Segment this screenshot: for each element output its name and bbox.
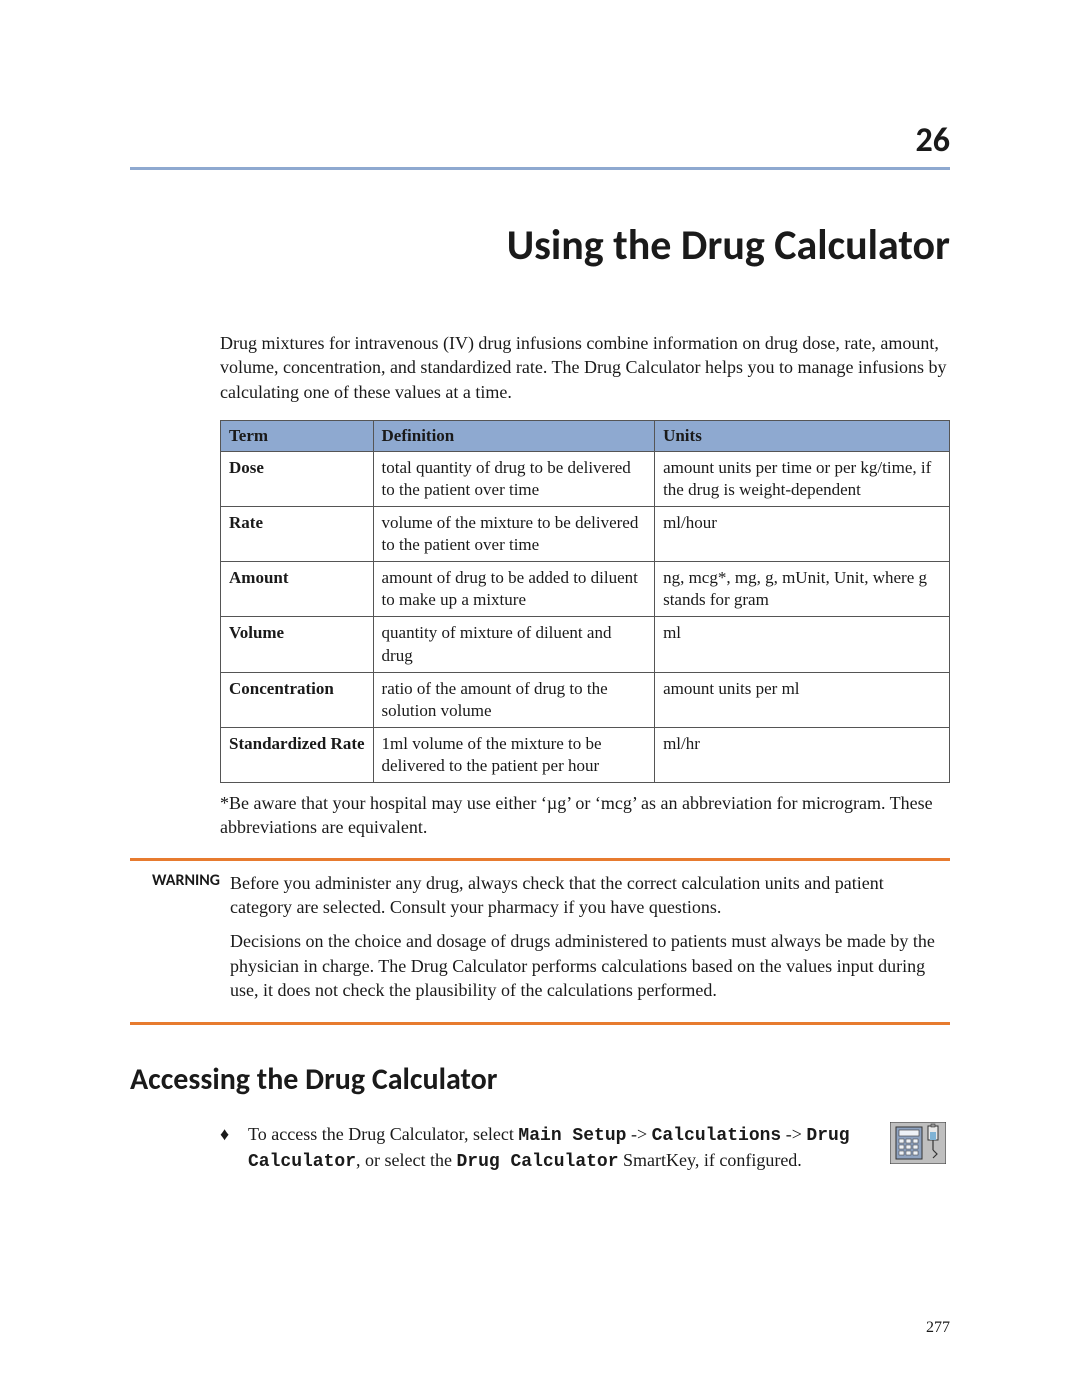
bullet-diamond-icon: ♦ [220, 1122, 248, 1146]
cell-units: ml/hr [655, 727, 950, 782]
footnote: *Be aware that your hospital may use eit… [220, 791, 950, 840]
warning-label: WARNING [130, 871, 230, 1012]
warning-p2: Decisions on the choice and dosage of dr… [230, 929, 950, 1002]
section-heading: Accessing the Drug Calculator [130, 1061, 950, 1098]
warning-body: Before you administer any drug, always c… [230, 871, 950, 1012]
table-row: Concentration ratio of the amount of dru… [221, 672, 950, 727]
drug-calculator-smartkey-icon [890, 1122, 950, 1169]
chapter-number: 26 [130, 120, 950, 161]
cell-term: Volume [221, 617, 374, 672]
th-definition: Definition [373, 420, 655, 451]
warning-p1: Before you administer any drug, always c… [230, 871, 950, 920]
cell-term: Rate [221, 507, 374, 562]
cell-definition: amount of drug to be added to diluent to… [373, 562, 655, 617]
th-units: Units [655, 420, 950, 451]
th-term: Term [221, 420, 374, 451]
cell-units: amount units per time or per kg/time, if… [655, 451, 950, 506]
warning-rule-top [130, 858, 950, 861]
menu-calculations: Calculations [652, 1126, 782, 1146]
terms-table: Term Definition Units Dose total quantit… [220, 420, 950, 783]
cell-units: ml [655, 617, 950, 672]
cell-term: Amount [221, 562, 374, 617]
t-pre: To access the Drug Calculator, select [248, 1124, 518, 1144]
access-text: To access the Drug Calculator, select Ma… [248, 1122, 890, 1175]
cell-term: Dose [221, 451, 374, 506]
cell-units: amount units per ml [655, 672, 950, 727]
table-row: Amount amount of drug to be added to dil… [221, 562, 950, 617]
cell-definition: ratio of the amount of drug to the solut… [373, 672, 655, 727]
t-arrow1: -> [626, 1124, 651, 1144]
chapter-rule [130, 167, 950, 170]
cell-definition: quantity of mixture of diluent and drug [373, 617, 655, 672]
cell-units: ml/hour [655, 507, 950, 562]
cell-definition: 1ml volume of the mixture to be delivere… [373, 727, 655, 782]
cell-term: Concentration [221, 672, 374, 727]
terms-table-wrapper: Term Definition Units Dose total quantit… [220, 420, 950, 840]
cell-definition: volume of the mixture to be delivered to… [373, 507, 655, 562]
intro-paragraph: Drug mixtures for intravenous (IV) drug … [220, 331, 950, 404]
access-instruction: ♦ To access the Drug Calculator, select … [220, 1122, 950, 1175]
cell-definition: total quantity of drug to be delivered t… [373, 451, 655, 506]
page: 26 Using the Drug Calculator Drug mixtur… [0, 0, 1080, 1397]
cell-term: Standardized Rate [221, 727, 374, 782]
warning-rule-bottom [130, 1022, 950, 1025]
table-row: Rate volume of the mixture to be deliver… [221, 507, 950, 562]
t-post: SmartKey, if configured. [619, 1150, 802, 1170]
t-arrow2: -> [781, 1124, 806, 1144]
menu-main-setup: Main Setup [518, 1126, 626, 1146]
t-mid: , or select the [356, 1150, 456, 1170]
cell-units: ng, mcg*, mg, g, mUnit, Unit, where g st… [655, 562, 950, 617]
table-row: Standardized Rate 1ml volume of the mixt… [221, 727, 950, 782]
page-number: 277 [926, 1319, 950, 1337]
table-row: Dose total quantity of drug to be delive… [221, 451, 950, 506]
warning-block: WARNING Before you administer any drug, … [130, 871, 950, 1012]
table-row: Volume quantity of mixture of diluent an… [221, 617, 950, 672]
smartkey-drug-calculator: Drug Calculator [457, 1152, 619, 1172]
chapter-title: Using the Drug Calculator [130, 220, 950, 271]
